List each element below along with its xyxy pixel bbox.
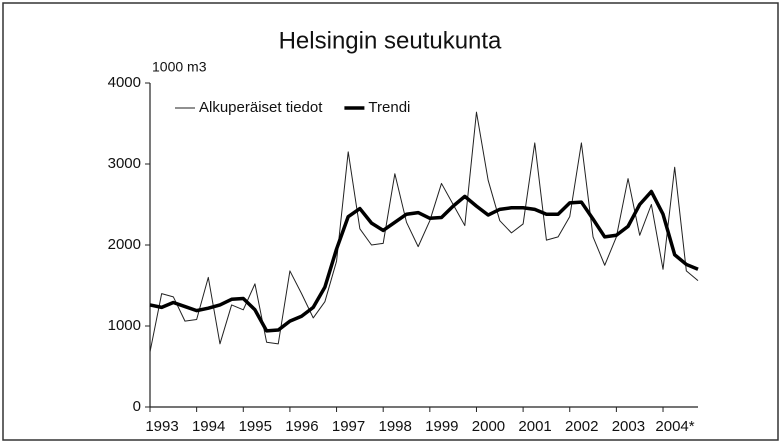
x-tick-label: 1996 [285,418,318,435]
x-tick-label: 1998 [379,418,412,435]
y-axis-unit: 1000 m3 [152,59,207,75]
series-line [149,111,699,353]
x-tick-label: 1993 [145,418,178,435]
y-tick-label: 2000 [108,236,141,253]
y-tick-label: 1000 [108,317,141,334]
x-tick-label: 2002 [565,418,598,435]
x-tick-label: 2001 [518,418,551,435]
x-tick-label: 2004* [655,418,694,435]
y-tick-label: 0 [133,398,141,415]
x-tick-label: 1999 [425,418,458,435]
legend-label: Alkuperäiset tiedot [199,99,323,116]
x-tick-label: 1995 [239,418,272,435]
x-tick-label: 1994 [192,418,225,435]
y-tick-label: 3000 [108,155,141,172]
x-tick-label: 2003 [612,418,645,435]
series-line [149,189,699,333]
chart-title: Helsingin seutukunta [279,27,502,54]
x-tick-label: 1997 [332,418,365,435]
x-tick-label: 2000 [472,418,505,435]
legend-label: Trendi [368,99,410,116]
y-tick-label: 4000 [108,74,141,91]
